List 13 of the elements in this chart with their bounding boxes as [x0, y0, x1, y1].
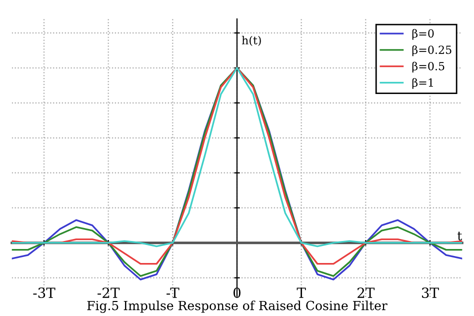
x-tick-label: -3T: [33, 288, 56, 298]
legend-label: β=1: [412, 78, 433, 89]
legend-label: β=0.5: [412, 62, 444, 73]
x-tick-label: 2T: [358, 288, 375, 298]
legend-label: β=0: [412, 28, 434, 40]
x-tick-label: -2T: [98, 288, 120, 298]
x-axis-title: t: [457, 232, 462, 240]
x-tick-label: T: [296, 288, 306, 298]
x-tick-label: -T: [166, 288, 180, 298]
y-axis-title: h(t): [242, 36, 261, 46]
caption: Fig.5 Impulse Response of Raised Cosine Filter: [87, 300, 388, 313]
legend-label: β=0.25: [412, 45, 452, 56]
x-tick-label: 3T: [422, 288, 439, 298]
